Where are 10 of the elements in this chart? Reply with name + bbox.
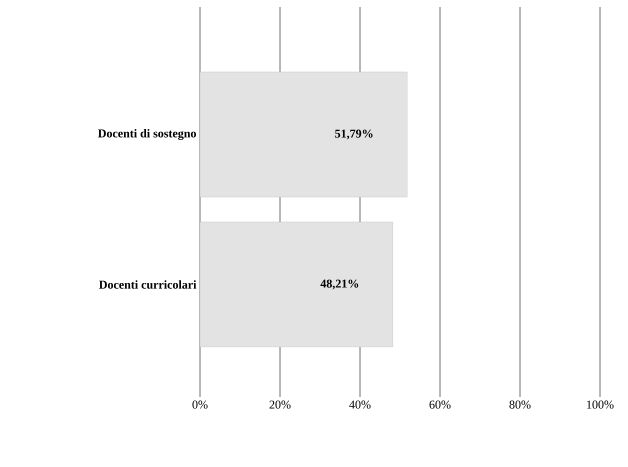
x-tick-label: 100% [587,400,614,409]
x-tick-label: 0% [192,400,208,409]
x-tick-label: 20% [270,400,291,409]
data-label: 48,21% [320,280,358,290]
y-tick-label: Docenti curricolari [99,280,196,289]
y-tick-label: Docenti di sostegno [98,129,196,140]
x-tick-label: 60% [430,400,451,409]
x-tick-label: 80% [509,400,531,409]
data-label: 51,79% [335,130,372,140]
x-tick-label: 40% [349,400,371,409]
